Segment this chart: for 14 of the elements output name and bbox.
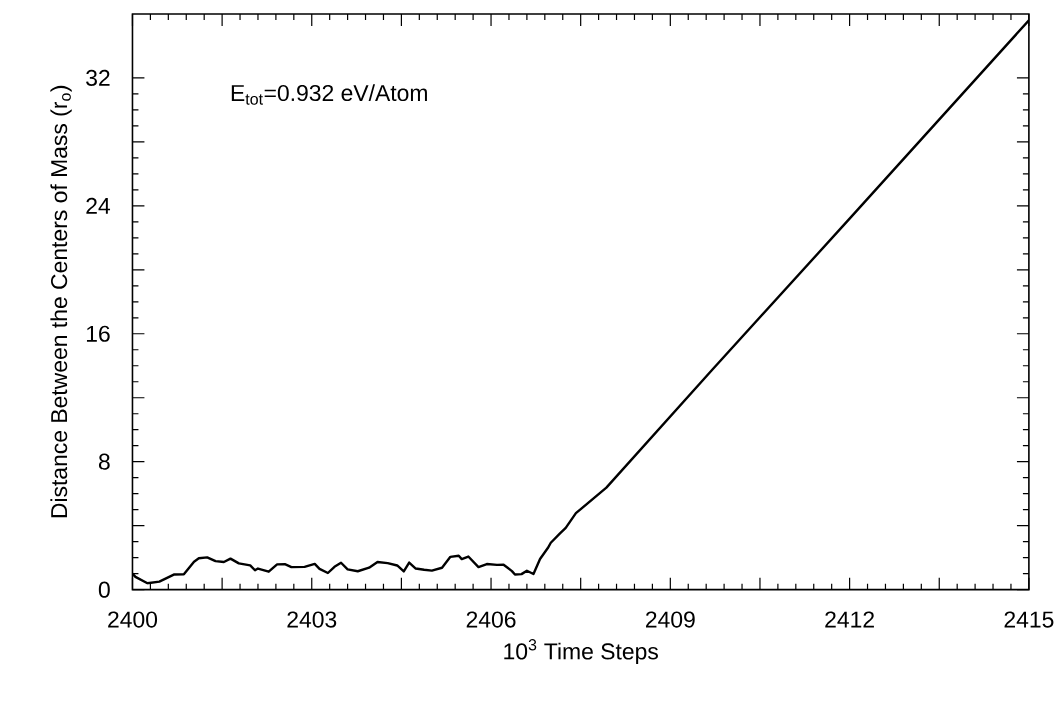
y-axis-title: Distance Between the Centers of Mass (r$_{o}$): [50, 85, 72, 518]
y-tick-label: 0: [98, 581, 110, 598]
x-tick-label: 2409: [646, 611, 695, 628]
y-tick-label: 32: [86, 69, 110, 86]
y-tick-label: 8: [98, 453, 110, 470]
x-tick-label: 2406: [466, 611, 516, 628]
y-tick-label: 24: [86, 197, 111, 214]
y-tick-label: 16: [86, 325, 110, 342]
x-axis-title: 10$^{3}$ Time Steps: [504, 639, 658, 664]
x-tick-label: 2400: [108, 611, 158, 628]
x-tick-label: 2403: [287, 611, 337, 628]
x-tick-label: 2415: [1004, 611, 1054, 628]
x-tick-label: 2412: [825, 611, 874, 628]
annotation: E$_{tot}$=0.932 eV/Atom: [231, 84, 427, 105]
